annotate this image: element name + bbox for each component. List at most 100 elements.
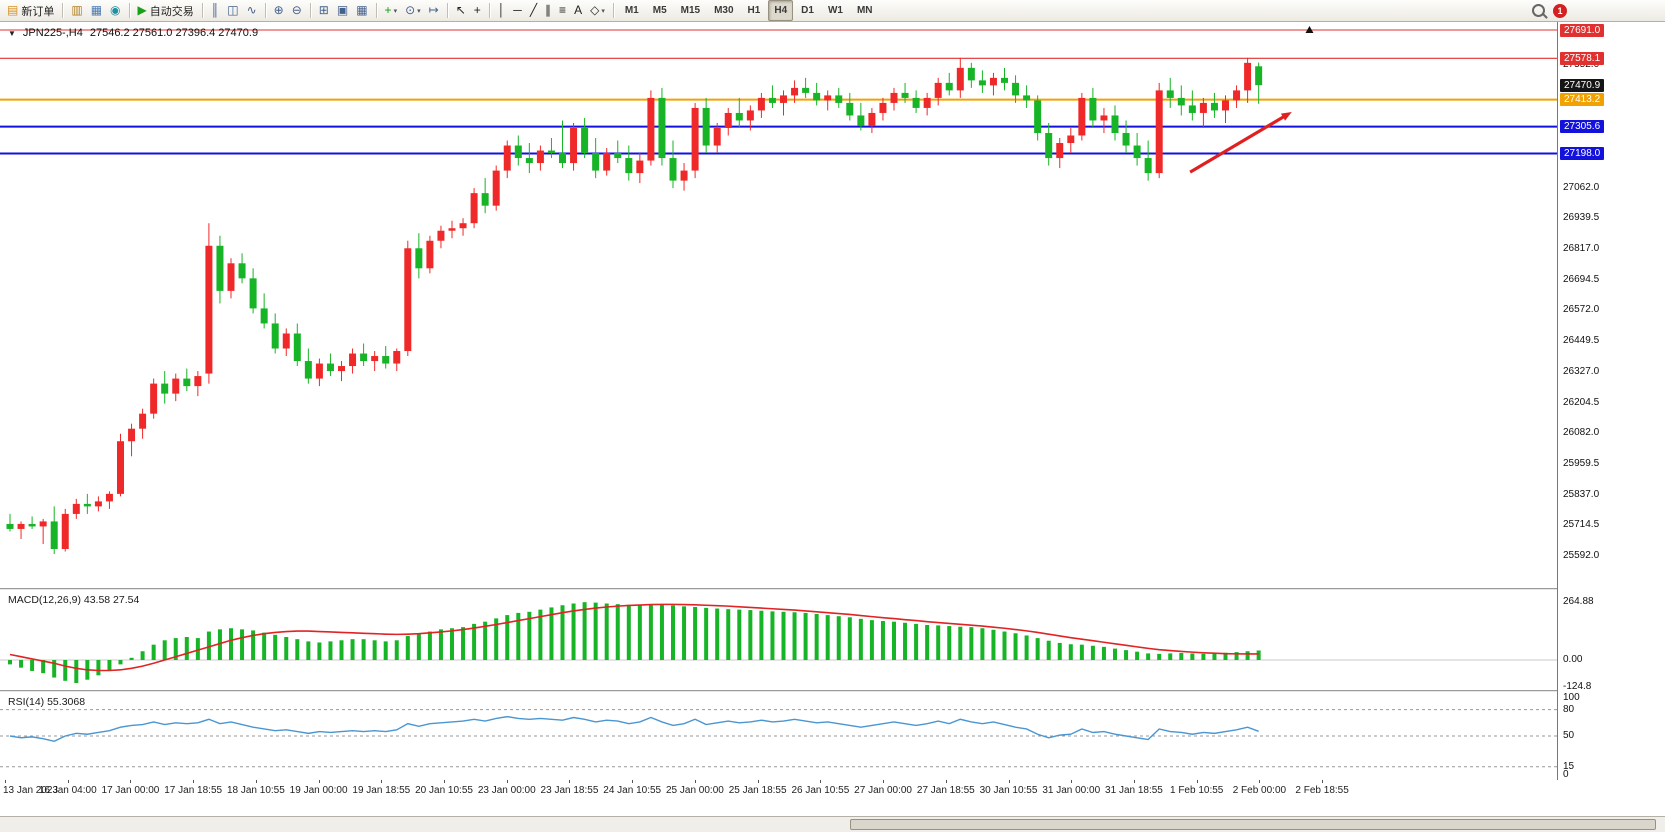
indicators-dropdown-icon[interactable]: ▾ (393, 7, 398, 15)
arrange-windows-button[interactable]: ▦ (352, 0, 371, 21)
notification-badge[interactable]: 1 (1553, 3, 1567, 18)
bar-chart-button[interactable]: ║ (207, 0, 224, 21)
price-axis-tick: 27062.0 (1563, 181, 1600, 193)
candle-body (61, 513, 69, 549)
candle-body (28, 523, 36, 527)
autotrade-button[interactable]: ▶ 自动交易 (134, 0, 198, 21)
periods-dropdown-icon[interactable]: ▾ (417, 7, 421, 15)
cascade-windows-button[interactable]: ▣ (333, 0, 352, 21)
macd-histogram-bar (383, 641, 388, 660)
channel-button[interactable]: ∥ (541, 0, 555, 21)
macd-histogram-bar (472, 623, 477, 660)
time-axis-tick (67, 780, 69, 783)
time-axis-label: 30 Jan 10:55 (979, 785, 1038, 796)
indicators-button[interactable]: + ▾ (381, 0, 402, 21)
tile-windows-button[interactable]: ⊞ (315, 0, 333, 21)
timeframe-h4-button[interactable]: H4 (768, 0, 794, 21)
search-icon[interactable] (1532, 4, 1545, 17)
navigator-button[interactable]: ◉ (106, 0, 124, 21)
macd-histogram-bar (1090, 645, 1095, 660)
time-axis-tick (318, 780, 320, 783)
data-window-button[interactable]: ▦ (87, 0, 106, 21)
candle-body (117, 441, 124, 494)
zoom-out-button[interactable]: ⊖ (288, 0, 306, 21)
timeframe-m15-button[interactable]: M15 (680, 5, 701, 16)
shapes-button[interactable]: ◇ ▾ (586, 0, 609, 21)
rsi-line (9, 715, 1259, 743)
macd-pane[interactable] (0, 590, 1557, 690)
macd-histogram-bar (527, 611, 532, 660)
tile-windows-icon: ⊞ (318, 3, 329, 17)
candle-body (1233, 90, 1241, 101)
candle-body (912, 97, 920, 108)
timeframe-m30-button[interactable]: M30 (714, 5, 734, 16)
timeframe-m1-button[interactable]: M1 (624, 5, 639, 16)
macd-histogram-bar (803, 612, 808, 660)
timeframe-h1-button[interactable]: H1 (747, 5, 761, 16)
crosshair-button[interactable]: + (470, 0, 485, 21)
timeframe-m5-button[interactable]: M5 (652, 5, 667, 16)
price-chart-pane[interactable] (0, 24, 1557, 588)
candle-body (371, 356, 379, 362)
candle-body (1111, 115, 1119, 133)
macd-histogram-bar (273, 634, 278, 660)
chart-menu-arrow-icon[interactable]: ▼ (8, 28, 16, 38)
candlestick-chart-button[interactable]: ◫ (223, 0, 242, 21)
shapes-dropdown-icon[interactable]: ▾ (601, 7, 605, 15)
macd-histogram-bar (1245, 651, 1250, 660)
price-badge-red[interactable]: 27691.0 (1560, 23, 1605, 37)
timeframe-d1-button[interactable]: D1 (801, 5, 814, 16)
annotation-arrow-line[interactable] (1189, 113, 1288, 174)
horizontal-line-button[interactable]: ─ (509, 0, 526, 21)
chart-window[interactable]: ▼ JPN225-,H4 27546.2 27561.0 27396.4 274… (0, 22, 1665, 834)
time-axis-label: 27 Jan 00:00 (854, 785, 912, 796)
candle-body (857, 115, 865, 126)
timeframe-mn-button[interactable]: MN (856, 5, 873, 16)
candle-body (83, 503, 91, 507)
new-order-button[interactable]: ▤ 新订单 (3, 0, 58, 21)
price-badge-blue[interactable]: 27198.0 (1560, 147, 1605, 161)
chart-shift-button[interactable]: ↦ (425, 0, 443, 21)
candle-body (1034, 100, 1042, 133)
navigator-icon: ◉ (110, 3, 121, 17)
time-axis-tick (757, 780, 759, 783)
macd-histogram-bar (52, 660, 57, 678)
text-button[interactable]: A (570, 0, 586, 21)
time-axis-label: 27 Jan 18:55 (916, 785, 975, 796)
market-watch-button[interactable]: ▥ (67, 0, 86, 21)
trendline-button[interactable]: ╱ (526, 0, 541, 21)
vertical-line-button[interactable]: │ (494, 0, 510, 21)
pane-separator[interactable] (0, 588, 1665, 590)
scrollbar-thumb[interactable] (850, 819, 1656, 830)
rsi-pane[interactable] (0, 692, 1557, 780)
horizontal-scrollbar[interactable] (0, 816, 1665, 832)
zoom-in-button[interactable]: ⊕ (270, 0, 288, 21)
periods-button[interactable]: ⊙ ▾ (401, 0, 425, 21)
line-chart-button[interactable]: ∿ (243, 0, 261, 21)
candle-body (481, 193, 489, 206)
candle-body (72, 503, 80, 514)
macd-histogram-bar (792, 612, 797, 660)
candle-body (581, 127, 589, 154)
macd-histogram-bar (726, 609, 731, 660)
timeframe-w1-button[interactable]: W1 (827, 5, 843, 16)
toolbar-separator (62, 3, 64, 18)
macd-histogram-bar (958, 626, 963, 660)
time-axis-label: 18 Jan 10:55 (226, 785, 285, 796)
candle-body (603, 153, 611, 171)
candle-body (6, 523, 14, 529)
price-badge-red[interactable]: 27578.1 (1560, 51, 1605, 65)
candle-body (349, 353, 357, 367)
price-badge-blue[interactable]: 27305.6 (1560, 120, 1605, 134)
cursor-button[interactable]: ↖ (452, 0, 470, 21)
fibonacci-button[interactable]: ≡ (555, 0, 570, 21)
price-axis-tick: 26327.0 (1563, 365, 1600, 377)
macd-histogram-bar (63, 660, 68, 681)
macd-histogram-bar (682, 606, 687, 660)
macd-histogram-bar (416, 633, 421, 660)
pane-separator[interactable] (0, 690, 1665, 692)
macd-histogram-bar (1101, 646, 1106, 660)
candle-body (691, 107, 699, 171)
price-badge-orange[interactable]: 27413.2 (1560, 93, 1605, 107)
candle-body (1166, 90, 1174, 98)
